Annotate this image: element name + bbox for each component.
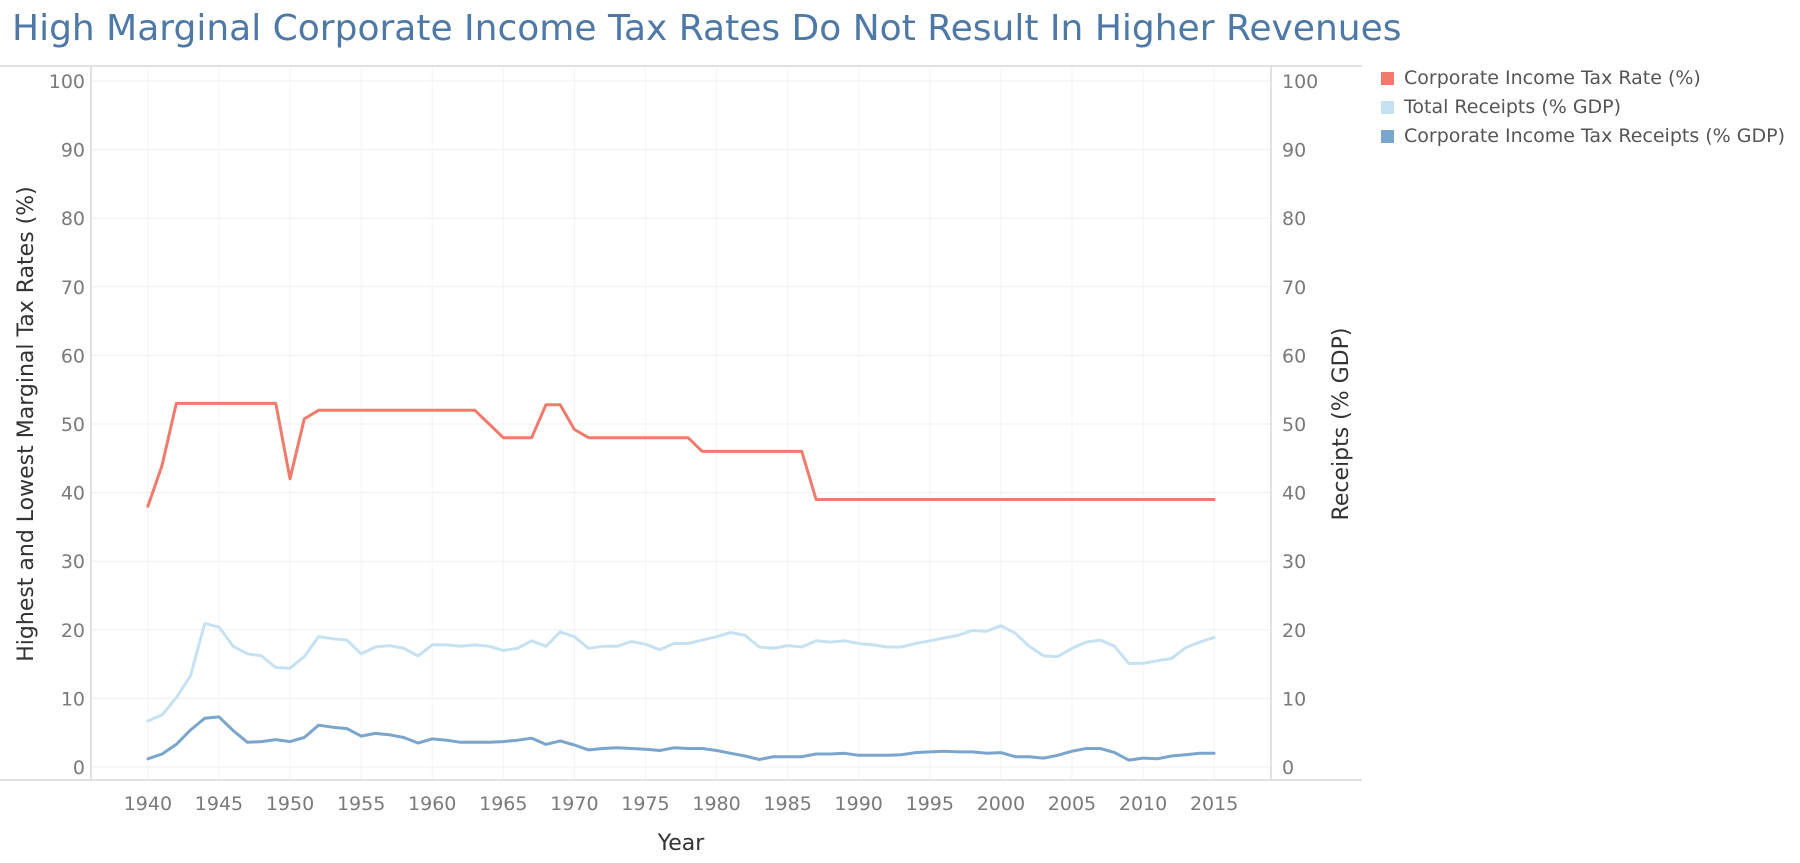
legend-label: Total Receipts (% GDP)	[1403, 96, 1621, 118]
y-tick-label-left: 30	[61, 551, 85, 573]
legend: Corporate Income Tax Rate (%) Total Recei…	[1381, 67, 1785, 147]
x-tick-label: 1970	[550, 793, 598, 815]
x-tick-label: 1990	[835, 793, 883, 815]
y-tick-label-right: 90	[1282, 140, 1306, 162]
y-tick-label-right: 50	[1282, 414, 1306, 436]
y-tick-label-left: 20	[61, 620, 85, 642]
legend-swatch	[1381, 101, 1394, 114]
y-tick-label-right: 0	[1282, 757, 1294, 779]
series-line-3	[146, 715, 1216, 762]
x-tick-label: 1955	[337, 793, 385, 815]
legend-label: Corporate Income Tax Rate (%)	[1404, 67, 1701, 89]
y-tick-label-left: 0	[73, 757, 85, 779]
x-tick-label: 1995	[906, 793, 954, 815]
y-tick-label-right: 20	[1282, 620, 1306, 642]
y-tick-label-left: 10	[61, 688, 85, 710]
x-tick-label: 1960	[408, 793, 456, 815]
y-axis-left-ticks: 0 10 20 30 40 50 60 70 80 90 100	[49, 71, 85, 779]
y-tick-label-left: 70	[61, 277, 85, 299]
y-tick-label-right: 100	[1282, 71, 1318, 93]
x-tick-label: 2015	[1190, 793, 1238, 815]
y-tick-label-left: 100	[49, 71, 85, 93]
y-tick-label-left: 90	[61, 140, 85, 162]
x-tick-label: 1985	[763, 793, 811, 815]
x-tick-label: 1950	[266, 793, 314, 815]
y-tick-label-right: 70	[1282, 277, 1306, 299]
y-tick-label-left: 50	[61, 414, 85, 436]
y-tick-label-right: 60	[1282, 345, 1306, 367]
x-tick-label: 1975	[621, 793, 669, 815]
legend-swatch	[1381, 130, 1394, 143]
series-lines	[146, 401, 1216, 762]
y-tick-label-left: 40	[61, 483, 85, 505]
legend-label: Corporate Income Tax Receipts (% GDP)	[1404, 125, 1785, 147]
y-tick-label-left: 80	[61, 208, 85, 230]
x-axis-ticks: 1940 1945 1950 1955 1960 1965 1970 1975 1980 1985…	[124, 793, 1239, 815]
y-axis-right-ticks: 0 10 20 30 40 50 60 70 80 90 100	[1282, 71, 1318, 779]
x-tick-label: 1945	[195, 793, 243, 815]
axis-frame	[0, 65, 1362, 781]
y-tick-label-right: 40	[1282, 483, 1306, 505]
y-tick-label-right: 30	[1282, 551, 1306, 573]
series-line-2	[146, 622, 1216, 723]
x-tick-label: 2000	[977, 793, 1025, 815]
gridlines	[91, 66, 1271, 780]
x-axis-title: Year	[657, 831, 706, 856]
x-tick-label: 2005	[1048, 793, 1096, 815]
chart-title: High Marginal Corporate Income Tax Rates…	[12, 8, 1402, 49]
x-tick-label: 1965	[479, 793, 527, 815]
y-axis-left-title: Highest and Lowest Marginal Tax Rates (%…	[14, 186, 39, 662]
x-tick-label: 2010	[1119, 793, 1167, 815]
x-tick-label: 1940	[124, 793, 172, 815]
y-tick-label-right: 80	[1282, 208, 1306, 230]
y-axis-right-title: Receipts (% GDP)	[1329, 328, 1354, 521]
series-line-1	[146, 401, 1216, 508]
y-tick-label-right: 10	[1282, 688, 1306, 710]
x-tick-label: 1980	[692, 793, 740, 815]
legend-swatch	[1381, 72, 1394, 85]
y-tick-label-left: 60	[61, 345, 85, 367]
